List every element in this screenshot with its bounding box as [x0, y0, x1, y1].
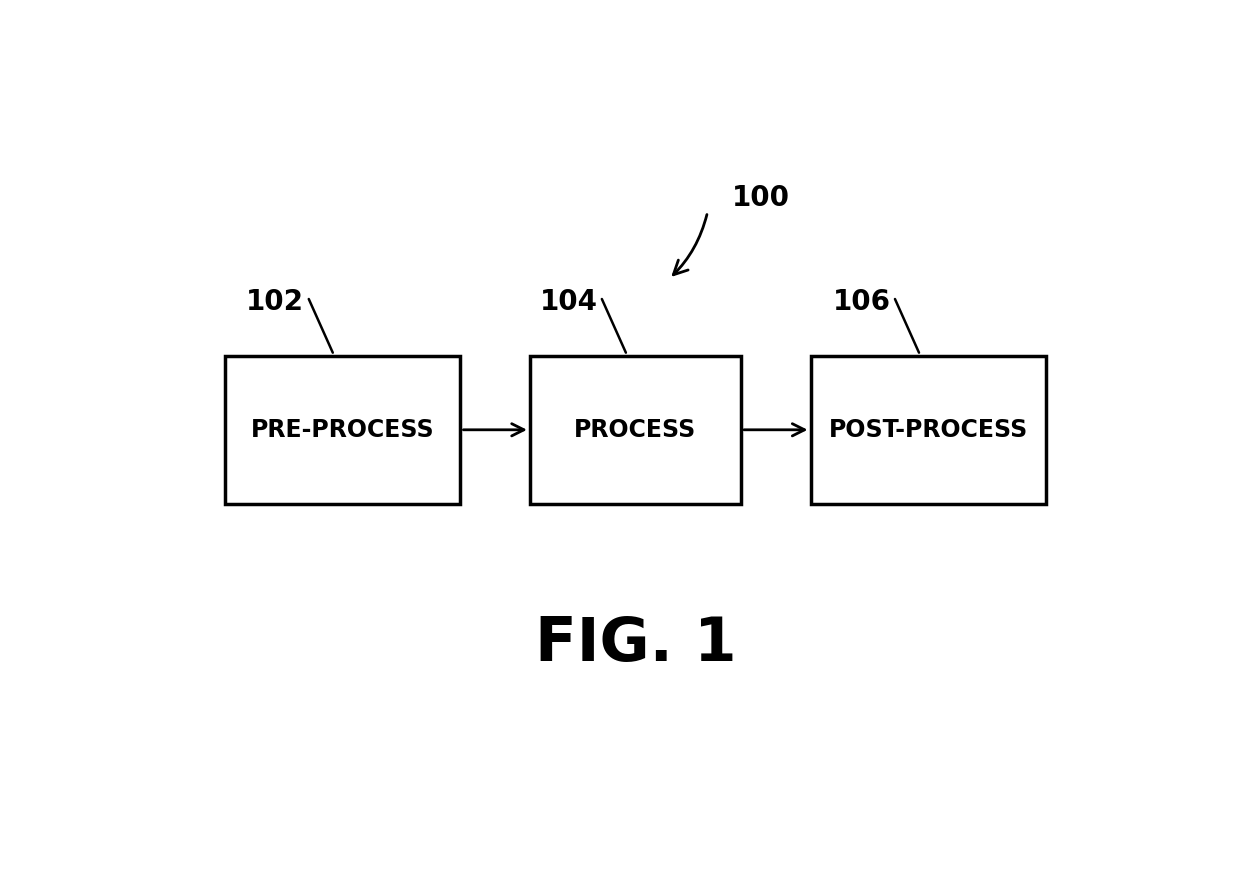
Text: 104: 104 — [539, 287, 598, 316]
Text: 102: 102 — [247, 287, 304, 316]
Bar — [811, 356, 1047, 503]
Text: POST-PROCESS: POST-PROCESS — [830, 418, 1028, 442]
Bar — [529, 356, 742, 503]
Text: 106: 106 — [832, 287, 890, 316]
Bar — [224, 356, 460, 503]
Text: 100: 100 — [732, 184, 790, 212]
Text: FIG. 1: FIG. 1 — [534, 615, 737, 674]
Text: PRE-PROCESS: PRE-PROCESS — [250, 418, 434, 442]
Text: PROCESS: PROCESS — [574, 418, 697, 442]
